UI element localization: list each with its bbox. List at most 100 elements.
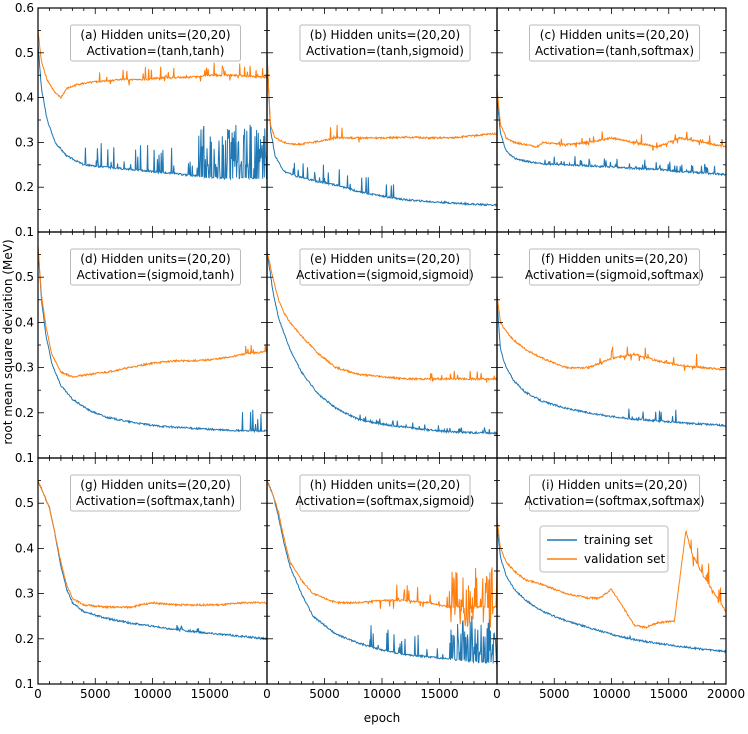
panel-title: (e) Hidden units=(20,20) [310,252,460,266]
panel-activation: Activation=(tanh,tanh) [87,44,225,58]
panel-a: (a) Hidden units=(20,20) Activation=(tanh… [37,7,268,233]
panel-c: (c) Hidden units=(20,20) Activation=(tanh… [496,7,727,233]
validation-series-line [497,515,726,630]
x-tick-label: 5000 [539,687,570,701]
y-tick-label: 0.6 [15,1,34,15]
panel-d: (d) Hidden units=(20,20) Activation=(sigm… [37,231,268,459]
y-tick-label: 0.2 [15,180,34,194]
validation-series-line [38,480,267,610]
panel-title: (c) Hidden units=(20,20) [540,28,689,42]
y-tick-label: 0.3 [15,361,34,375]
x-tick-label: 15000 [650,687,688,701]
legend-label-validation: validation set [584,552,666,566]
series-group [497,87,726,177]
panel-f: (f) Hidden units=(20,20) Activation=(sigm… [496,231,727,459]
y-tick-label: 0.2 [15,406,34,420]
panel-activation: Activation=(sigmoid,softmax) [525,268,704,282]
plot-area: (a) Hidden units=(20,20) Activation=(tanh… [37,7,727,685]
y-tick-label: 0.1 [15,451,34,465]
series-group [38,30,267,181]
x-tick-label: 15000 [191,687,229,701]
panel-h: (h) Hidden units=(20,20) Activation=(soft… [266,457,498,685]
panel-g: (g) Hidden units=(20,20) Activation=(soft… [37,457,268,685]
validation-series-line [38,30,267,100]
series-group [497,294,726,428]
panel-activation: Activation=(sigmoid,sigmoid) [296,268,474,282]
training-series-line [497,97,726,177]
y-tick-label: 0.1 [15,677,34,691]
training-series-line [267,480,497,665]
panel-activation: Activation=(sigmoid,tanh) [77,268,235,282]
panel-title: (h) Hidden units=(20,20) [310,478,460,492]
x-axis-label: epoch [364,711,401,725]
series-group [497,515,726,654]
training-series-line [267,53,497,208]
y-axis-label: root mean square deviation (MeV) [1,239,15,444]
x-tick-label: 20000 [707,687,745,701]
validation-series-line [497,294,726,371]
panel-activation: Activation=(softmax,tanh) [76,494,235,508]
x-tick-label: 0 [34,687,42,701]
panel-e: (e) Hidden units=(20,20) Activation=(sigm… [266,231,498,459]
y-tick-label: 0.4 [15,541,34,555]
annotation-box [299,24,471,62]
training-series-line [38,245,267,434]
panel-activation: Activation=(softmax,sigmoid) [296,494,475,508]
panel-title: (f) Hidden units=(20,20) [541,252,688,266]
annotation-box [529,474,700,512]
legend: training set validation set [539,525,669,573]
legend-frame [539,525,669,573]
series-group [267,250,497,436]
y-tick-label: 0.4 [15,315,34,329]
panel-title: (i) Hidden units=(20,20) [541,478,687,492]
panel-title: (b) Hidden units=(20,20) [310,28,460,42]
y-tick-label: 0.1 [15,225,34,239]
y-tick-label: 0.5 [15,270,34,284]
panel-b: (b) Hidden units=(20,20) Activation=(tanh… [266,7,498,233]
annotation-box [299,474,471,512]
x-tick-label: 10000 [363,687,401,701]
validation-series-line [267,480,497,628]
y-tick-label: 0.4 [15,91,34,105]
series-group [38,245,267,434]
panel-frame [496,457,727,685]
validation-series-line [267,53,497,147]
y-tick-label: 0.3 [15,587,34,601]
panel-activation: Activation=(tanh,sigmoid) [306,44,464,58]
y-tick-label: 0.5 [15,496,34,510]
x-tick-label: 5000 [80,687,111,701]
training-series-line [497,299,726,428]
annotation-box [529,248,700,286]
validation-series-line [497,87,726,151]
annotation-box [70,24,241,62]
x-tick-label: 0 [493,687,501,701]
legend-label-training: training set [584,533,653,547]
annotation-box [299,248,471,286]
x-tick-label: 15000 [420,687,458,701]
panel-i: (i) Hidden units=(20,20) Activation=(soft… [496,457,727,685]
series-group [38,480,267,641]
x-tick-label: 10000 [133,687,171,701]
annotation-box [529,24,700,62]
x-tick-label: 0 [263,687,271,701]
training-series-line [497,525,726,654]
y-tick-label: 0.5 [15,46,34,60]
training-series-line [267,250,497,436]
annotation-box [70,474,241,512]
annotation-box [70,248,241,286]
series-group [267,480,497,665]
training-series-line [38,44,267,181]
x-tick-label: 10000 [592,687,630,701]
panel-activation: Activation=(tanh,softmax) [535,44,694,58]
validation-series-line [38,245,267,379]
y-tick-label: 0.3 [15,135,34,149]
panel-title: (d) Hidden units=(20,20) [80,252,230,266]
tick-area: 0.1 0.2 0.3 0.4 0.5 0.6 0.1 0.2 0.3 0.4 0.5 0.1 0.2 0… [15,1,745,701]
panel-title: (g) Hidden units=(20,20) [80,478,230,492]
x-tick-label: 5000 [309,687,340,701]
validation-series-line [267,250,497,383]
series-group [267,53,497,208]
training-series-line [38,480,267,641]
panel-activation: Activation=(softmax,softmax) [524,494,704,508]
